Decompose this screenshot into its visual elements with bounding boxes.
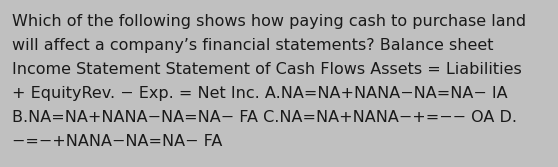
Text: Income Statement Statement of Cash Flows Assets = Liabilities: Income Statement Statement of Cash Flows… <box>12 62 522 77</box>
Text: B.NA=NA+NANA−NA=NA− FA C.NA=NA+NANA−+=−− OA D.: B.NA=NA+NANA−NA=NA− FA C.NA=NA+NANA−+=−−… <box>12 110 517 125</box>
Text: + EquityRev. − Exp. = Net Inc. A.NA=NA+NANA−NA=NA− IA: + EquityRev. − Exp. = Net Inc. A.NA=NA+N… <box>12 86 508 101</box>
Text: Which of the following shows how paying cash to purchase land: Which of the following shows how paying … <box>12 14 526 29</box>
Text: −=−+NANA−NA=NA− FA: −=−+NANA−NA=NA− FA <box>12 134 223 149</box>
Text: will affect a company’s financial statements? Balance sheet: will affect a company’s financial statem… <box>12 38 493 53</box>
